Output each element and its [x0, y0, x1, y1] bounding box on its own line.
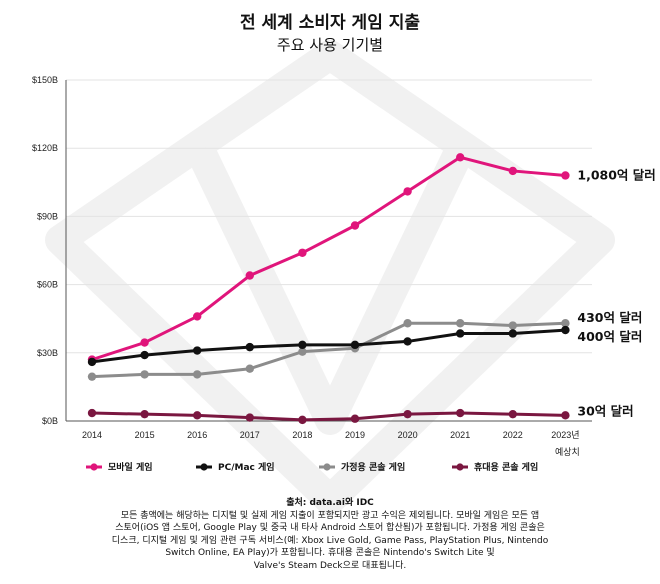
series-line: [87, 408, 570, 425]
data-point: [403, 337, 412, 346]
footer-note: 출처: data.ai와 IDC 모든 총액에는 해당하는 디지털 및 실제 게…: [60, 497, 600, 573]
data-point: [350, 221, 360, 230]
data-point: [508, 166, 517, 176]
source-line: 출처: data.ai와 IDC: [286, 498, 374, 508]
note-line: Switch Online, EA Play)가 포함됩니다. 휴대용 콘솔은 …: [165, 548, 495, 559]
end-value-label: 30억 달러: [577, 403, 633, 418]
data-point: [350, 340, 360, 350]
data-point: [403, 187, 412, 196]
series-lines: [87, 153, 570, 425]
note-line: 스토어(iOS 앱 스토어, Google Play 및 중국 내 타사 And…: [115, 523, 545, 534]
legend-label: 가정용 콘솔 게임: [341, 461, 405, 473]
legend-item: 모바일 게임: [86, 461, 153, 473]
data-point: [245, 271, 254, 280]
x-tick-note: 예상치: [555, 446, 580, 457]
y-tick-label: $60B: [37, 280, 58, 290]
data-point: [140, 338, 149, 347]
x-tick-label: 2015: [135, 430, 155, 440]
data-point: [298, 340, 307, 350]
data-point: [403, 319, 412, 328]
data-point: [140, 350, 149, 360]
x-tick-label: 2018: [292, 430, 312, 440]
series-path: [91, 328, 566, 364]
data-point: [561, 171, 570, 180]
data-point: [140, 370, 149, 379]
note-line: 디스크, 디지털 게임 및 게임 관련 구독 서비스(예: Xbox Live …: [111, 535, 549, 546]
y-tick-label: $150B: [32, 75, 58, 85]
data-point: [245, 364, 254, 373]
legend-marker: [323, 463, 331, 471]
x-axis: 2014 2015 2016 2017 2018 2019 2020 2021 2022 2023…: [82, 430, 580, 457]
data-point: [456, 319, 465, 328]
data-point: [561, 411, 570, 420]
chart-title: 전 세계 소비자 게임 지출: [240, 12, 420, 33]
data-point: [456, 329, 465, 338]
x-tick-label: 2021: [450, 430, 470, 440]
legend-item: 휴대용 콘솔 게임: [452, 461, 538, 473]
data-point: [298, 248, 307, 257]
data-point: [87, 372, 97, 381]
x-tick-label: 2019: [345, 430, 365, 440]
end-value-label: 430억 달러: [577, 310, 642, 325]
y-axis: $0B $30B $60B $90B $120B $150B: [32, 75, 58, 426]
data-point: [561, 319, 570, 328]
x-tick-label: 2016: [187, 430, 207, 440]
data-point: [298, 415, 307, 425]
data-point: [193, 411, 202, 420]
chart-subtitle: 주요 사용 기기별: [277, 36, 383, 54]
legend-label: 휴대용 콘솔 게임: [474, 461, 538, 473]
gridlines: [65, 79, 592, 422]
end-labels: 1,080억 달러 430억 달러 400억 달러 30억 달러: [577, 167, 655, 418]
legend-item: PC/Mac 게임: [196, 461, 275, 473]
x-tick-label: 2022: [503, 430, 523, 440]
series-path: [91, 411, 566, 422]
data-point: [193, 370, 202, 379]
x-tick-label: 2023년: [551, 430, 579, 440]
legend-marker: [456, 463, 464, 471]
legend-marker: [90, 463, 98, 471]
data-point: [298, 347, 307, 356]
legend-item: 가정용 콘솔 게임: [319, 461, 405, 473]
data-point: [245, 413, 254, 422]
end-value-label: 400억 달러: [577, 329, 642, 344]
data-point: [508, 321, 517, 330]
x-tick-label: 2020: [398, 430, 418, 440]
y-tick-label: $120B: [32, 143, 58, 153]
data-point: [87, 408, 97, 418]
legend-marker: [200, 463, 208, 471]
series-path: [91, 155, 566, 362]
legend-label: 모바일 게임: [108, 461, 153, 473]
end-value-label: 1,080억 달러: [577, 167, 655, 182]
series-line: [87, 153, 570, 364]
data-point: [456, 153, 465, 162]
x-tick-label: 2017: [240, 430, 260, 440]
note-line: Valve's Steam Deck으로 대표됩니다.: [253, 560, 407, 571]
legend-label: PC/Mac 게임: [218, 461, 275, 473]
data-point: [140, 409, 149, 419]
series-line: [87, 319, 570, 381]
y-tick-label: $90B: [37, 211, 58, 221]
data-point: [508, 409, 517, 419]
y-tick-label: $0B: [42, 416, 58, 426]
data-point: [245, 342, 254, 352]
y-tick-label: $30B: [37, 348, 58, 358]
note-line: 모든 총액에는 해당하는 디지털 및 실제 게임 지출이 포함되지만 광고 수익…: [120, 510, 540, 521]
legend: 모바일 게임 PC/Mac 게임 가정용 콘솔 게임 휴대용 콘솔 게임: [86, 461, 538, 473]
data-point: [87, 357, 97, 367]
data-point: [508, 329, 517, 338]
series-path: [91, 321, 566, 379]
series-line: [87, 325, 570, 367]
data-point: [193, 346, 202, 355]
data-point: [456, 408, 465, 418]
data-point: [403, 409, 412, 419]
x-tick-label: 2014: [82, 430, 102, 440]
data-point: [561, 325, 570, 335]
data-point: [350, 414, 360, 423]
data-point: [193, 312, 202, 321]
